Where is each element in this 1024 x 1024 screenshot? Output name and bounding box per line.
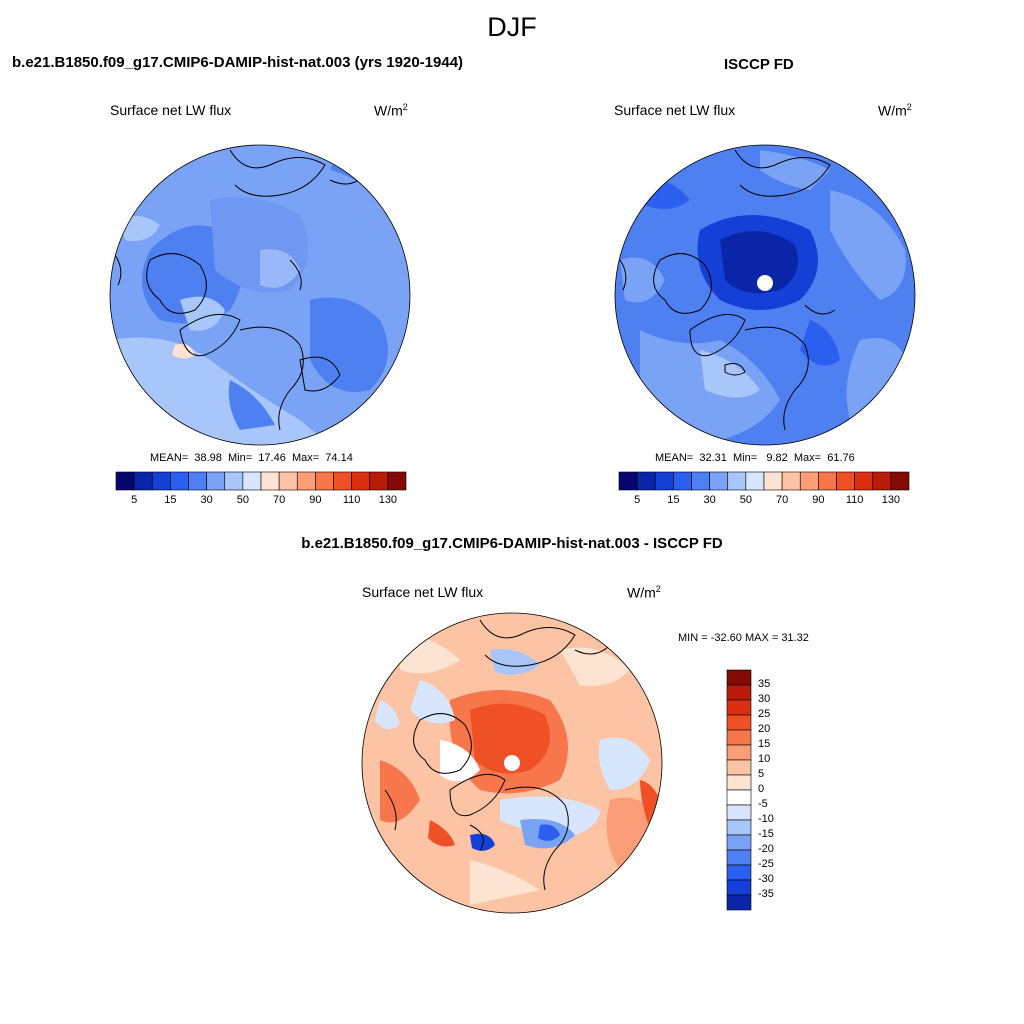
diff-colorbar-box	[726, 759, 752, 776]
diff-colorbar-box	[726, 834, 752, 851]
obs-colorbar-tick-label: 110	[845, 494, 864, 506]
diff-colorbar-tick-label: 35	[758, 678, 771, 690]
model-colorbar-tick-label: 5	[131, 494, 138, 506]
model-colorbar	[115, 471, 407, 491]
diff-colorbar	[726, 669, 752, 911]
diff-colorbar-box	[726, 804, 752, 821]
model-map-boundary	[109, 144, 411, 446]
model-colorbar-tick-label: 30	[200, 494, 213, 506]
obs-colorbar-tick-label: 90	[812, 494, 825, 506]
diff-colorbar-tick-label: 5	[758, 768, 765, 780]
obs-stats: MEAN= 32.31 Min= 9.82 Max= 61.76	[655, 452, 855, 464]
model-panel-title: b.e21.B1850.f09_g17.CMIP6-DAMIP-hist-nat…	[12, 54, 464, 71]
diff-colorbar-tick-label: -35	[758, 888, 774, 900]
diff-colorbar-tick-label: -30	[758, 873, 774, 885]
model-colorbar-labels: 5 15 30 50 70 90 110 130	[116, 494, 406, 508]
diff-panel-title: b.e21.B1850.f09_g17.CMIP6-DAMIP-hist-nat…	[301, 535, 723, 552]
diff-colorbar-box	[726, 669, 752, 686]
obs-colorbar	[618, 471, 910, 491]
obs-colorbar-tick-label: 130	[881, 494, 901, 506]
diff-colorbar-box	[726, 864, 752, 881]
model-colorbar-box	[387, 471, 407, 491]
obs-units-label: W/m2	[878, 102, 912, 119]
obs-colorbar-labels: 5 15 30 50 70 90 110 130	[619, 494, 909, 508]
obs-colorbar-tick-label: 5	[634, 494, 641, 506]
model-colorbar-tick-label: 130	[378, 494, 398, 506]
figure-title: DJF	[487, 12, 537, 42]
diff-colorbar-box	[726, 744, 752, 761]
model-stats: MEAN= 38.98 Min= 17.46 Max= 74.14	[150, 452, 353, 464]
diff-colorbar-box	[726, 819, 752, 836]
diff-colorbar-box	[726, 879, 752, 896]
diff-colorbar-box	[726, 729, 752, 746]
obs-colorbar-box	[890, 471, 910, 491]
obs-pole-gap	[757, 275, 773, 291]
diff-colorbar-box	[726, 774, 752, 791]
diff-colorbar-box	[726, 849, 752, 866]
diff-colorbar-tick-label: 20	[758, 723, 771, 735]
diff-colorbar-box	[726, 789, 752, 806]
diff-map-boundary	[361, 612, 663, 914]
diff-colorbar-tick-label: 0	[758, 783, 765, 795]
diff-range-text: MIN = -32.60 MAX = 31.32	[678, 632, 809, 644]
model-colorbar-tick-label: 15	[164, 494, 177, 506]
diff-pole-gap	[504, 755, 520, 771]
obs-map-boundary	[614, 144, 916, 446]
obs-variable-label: Surface net LW flux	[614, 102, 736, 118]
model-variable-label: Surface net LW flux	[110, 102, 232, 118]
obs-field	[615, 145, 915, 445]
model-colorbar-tick-label: 110	[342, 494, 361, 506]
diff-colorbar-tick-label: 15	[758, 738, 771, 750]
diff-colorbar-box	[726, 684, 752, 701]
obs-colorbar-tick-label: 15	[667, 494, 680, 506]
model-colorbar-tick-label: 50	[236, 494, 249, 506]
diff-colorbar-tick-label: -25	[758, 858, 774, 870]
diff-colorbar-box	[726, 699, 752, 716]
obs-colorbar-tick-label: 70	[776, 494, 789, 506]
diff-colorbar-tick-label: -5	[758, 798, 768, 810]
diff-units-label: W/m2	[627, 584, 661, 601]
diff-colorbar-tick-label: -20	[758, 843, 774, 855]
model-colorbar-tick-label: 90	[309, 494, 322, 506]
diff-colorbar-tick-label: 25	[758, 708, 771, 720]
model-colorbar-tick-label: 70	[273, 494, 286, 506]
obs-colorbar-tick-label: 50	[739, 494, 752, 506]
diff-colorbar-box	[726, 894, 752, 911]
obs-colorbar-tick-label: 30	[703, 494, 716, 506]
diff-colorbar-tick-label: 30	[758, 693, 771, 705]
obs-panel-title: ISCCP FD	[724, 56, 794, 73]
model-field	[110, 145, 410, 445]
diff-colorbar-tick-label: -10	[758, 813, 774, 825]
model-units-label: W/m2	[374, 102, 408, 119]
diff-colorbar-box	[726, 714, 752, 731]
diff-colorbar-tick-label: 10	[758, 753, 771, 765]
diff-colorbar-labels: 35 30 25 20 15 10 5 0 -5 -10 -15 -20 -25 -30 -35	[758, 670, 798, 910]
diff-colorbar-tick-label: -15	[758, 828, 774, 840]
diff-variable-label: Surface net LW flux	[362, 584, 484, 600]
